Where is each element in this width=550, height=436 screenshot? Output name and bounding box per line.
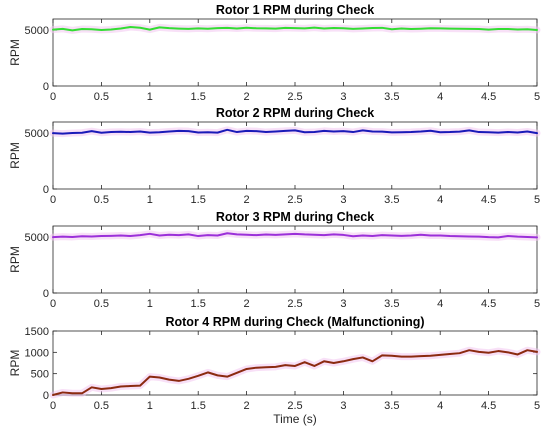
x-tick-label: 3 (340, 194, 346, 206)
x-tick-label: 5 (534, 91, 540, 103)
y-axis-label: RPM (8, 246, 22, 273)
y-tick-label: 1500 (25, 326, 49, 338)
series-line (52, 26, 538, 32)
rotor-1-panel: Rotor 1 RPM during Check RPM 0 0.5 1 1.5 2 2.5 3… (8, 3, 541, 103)
chart-title: Rotor 3 RPM during Check (216, 210, 374, 224)
x-tick-label: 1 (147, 298, 153, 310)
series-line (52, 128, 538, 135)
x-axis-label: Time (s) (273, 412, 317, 426)
x-tick-label: 0 (50, 400, 56, 412)
x-tick-label: 2 (244, 400, 250, 412)
y-tick-label: 500 (31, 369, 49, 381)
y-tick-label: 5000 (25, 232, 49, 244)
x-tick-label: 3 (340, 400, 346, 412)
y-tick-label: 5000 (25, 25, 49, 37)
x-tick-label: 0 (50, 298, 56, 310)
x-tick-label: 1.5 (191, 91, 206, 103)
y-tick-label: 0 (43, 390, 49, 402)
x-tick-label: 0.5 (94, 91, 109, 103)
series-line (52, 232, 538, 239)
rotor-3-panel: Rotor 3 RPM during Check RPM 0 0.5 1 1.5 2 2.5 3… (8, 210, 541, 310)
x-tick-label: 1 (147, 400, 153, 412)
x-tick-label: 5 (534, 400, 540, 412)
y-tick-label: 1000 (25, 347, 49, 359)
x-tick-label: 1 (147, 194, 153, 206)
x-tick-label: 4.5 (481, 400, 496, 412)
x-tick-label: 2.5 (287, 400, 302, 412)
x-tick-label: 0.5 (94, 194, 109, 206)
x-tick-label: 1.5 (191, 194, 206, 206)
y-tick-label: 5000 (25, 128, 49, 140)
x-tick-label: 2.5 (287, 194, 302, 206)
x-tick-label: 5 (534, 194, 540, 206)
y-tick-label: 0 (43, 81, 49, 93)
x-tick-label: 4 (437, 400, 443, 412)
x-tick-label: 3.5 (384, 194, 399, 206)
x-tick-label: 4 (437, 194, 443, 206)
x-tick-label: 1 (147, 91, 153, 103)
x-tick-label: 0 (50, 91, 56, 103)
x-tick-label: 3.5 (384, 91, 399, 103)
y-axis-label: RPM (8, 142, 22, 169)
chart-title: Rotor 4 RPM during Check (Malfunctioning… (165, 315, 424, 329)
x-tick-label: 2 (244, 91, 250, 103)
chart-title: Rotor 1 RPM during Check (216, 3, 374, 17)
y-axis-label: RPM (8, 350, 22, 377)
x-tick-label: 3 (340, 91, 346, 103)
y-tick-label: 0 (43, 184, 49, 196)
x-tick-label: 5 (534, 298, 540, 310)
x-tick-label: 4.5 (481, 298, 496, 310)
x-tick-label: 2.5 (287, 298, 302, 310)
x-tick-label: 4.5 (481, 194, 496, 206)
x-tick-label: 0 (50, 194, 56, 206)
x-tick-label: 3 (340, 298, 346, 310)
x-tick-label: 1.5 (191, 400, 206, 412)
x-tick-label: 2.5 (287, 91, 302, 103)
chart-title: Rotor 2 RPM during Check (216, 106, 374, 120)
y-axis-label: RPM (8, 39, 22, 66)
x-tick-label: 2 (244, 298, 250, 310)
rotor-4-panel: Rotor 4 RPM during Check (Malfunctioning… (8, 315, 541, 426)
rotor-2-panel: Rotor 2 RPM during Check RPM 0 0.5 1 1.5 2 2.5 3… (8, 106, 541, 206)
x-tick-label: 2 (244, 194, 250, 206)
x-tick-label: 3.5 (384, 400, 399, 412)
x-tick-label: 4 (437, 91, 443, 103)
x-tick-label: 1.5 (191, 298, 206, 310)
x-tick-label: 0.5 (94, 400, 109, 412)
x-tick-label: 3.5 (384, 298, 399, 310)
x-tick-label: 0.5 (94, 298, 109, 310)
x-tick-label: 4 (437, 298, 443, 310)
series-line (52, 349, 538, 396)
x-tick-label: 4.5 (481, 91, 496, 103)
y-tick-label: 0 (43, 288, 49, 300)
